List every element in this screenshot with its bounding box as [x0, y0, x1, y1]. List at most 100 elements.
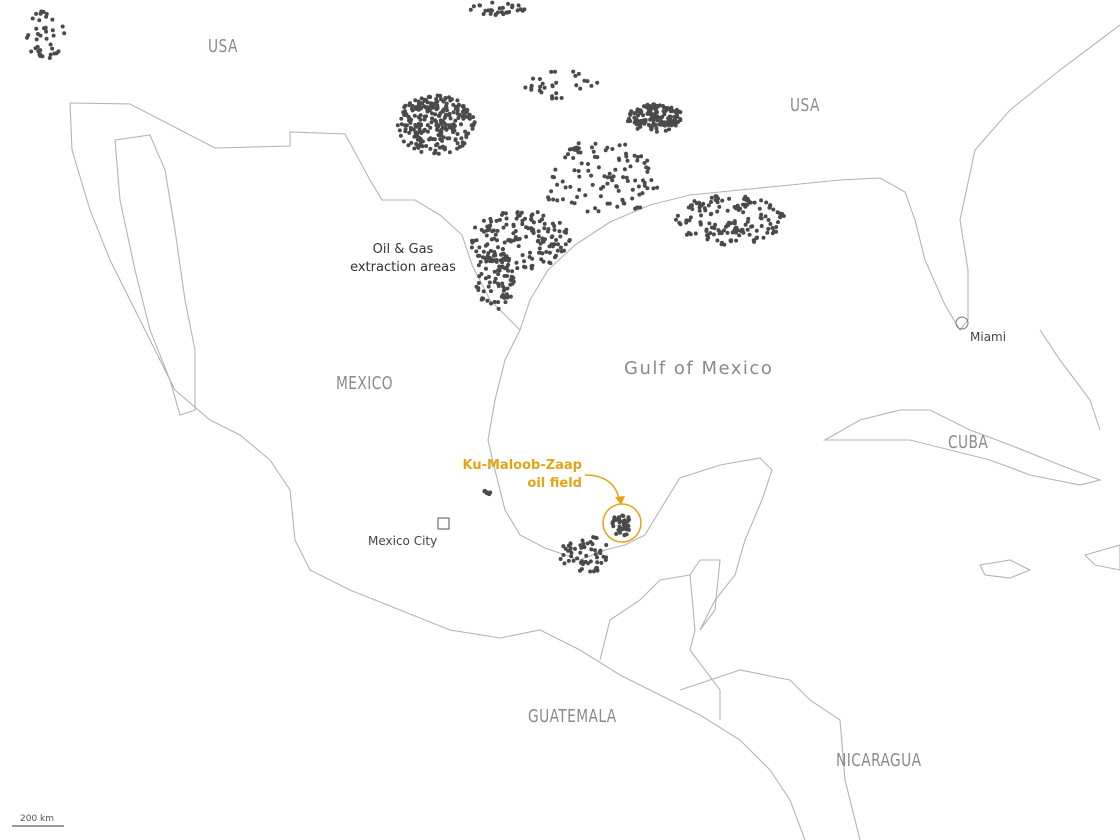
extraction-marker [529, 217, 534, 221]
extraction-marker [651, 102, 656, 107]
extraction-marker [648, 112, 653, 117]
extraction-marker [492, 236, 497, 241]
extraction-marker [483, 276, 488, 281]
extraction-marker [589, 547, 594, 552]
extraction-marker [734, 238, 739, 243]
extraction-marker [678, 222, 683, 227]
extraction-marker [578, 550, 583, 555]
extraction-marker [540, 239, 545, 244]
extraction-marker [586, 162, 590, 166]
extraction-marker [595, 560, 600, 565]
extraction-marker [772, 229, 776, 234]
extraction-marker [635, 107, 640, 112]
extraction-marker [630, 196, 635, 201]
extraction-marker [662, 120, 667, 125]
extraction-marker [550, 94, 555, 99]
extraction-marker [572, 168, 577, 173]
extraction-marker [709, 225, 714, 230]
extraction-marker [522, 259, 527, 264]
extraction-marker [397, 128, 402, 133]
extraction-marker [741, 210, 746, 215]
extraction-marker [447, 111, 452, 116]
extraction-marker [435, 106, 440, 111]
extraction-marker [48, 42, 53, 47]
extraction-marker [580, 538, 585, 543]
extraction-marker [438, 128, 443, 133]
extraction-marker [38, 48, 43, 53]
extraction-marker [541, 213, 546, 218]
extraction-marker [714, 194, 719, 199]
belize-border [689, 559, 721, 631]
extraction-marker [654, 129, 659, 134]
country-label-usa-west: USA [208, 36, 238, 57]
extraction-marker [605, 175, 610, 180]
extraction-marker [596, 165, 601, 170]
extraction-marker [728, 238, 733, 243]
extraction-marker [697, 200, 702, 205]
extraction-marker [554, 253, 558, 258]
extraction-marker [463, 129, 468, 134]
extraction-marker [614, 184, 619, 189]
extraction-marker [407, 103, 412, 108]
extraction-marker [516, 244, 521, 249]
extraction-marker [520, 218, 525, 223]
extraction-marker [501, 211, 505, 215]
extraction-marker [44, 36, 49, 41]
extraction-marker [624, 151, 628, 156]
extraction-marker [437, 145, 442, 150]
extraction-marker [497, 6, 502, 11]
extraction-marker [555, 248, 560, 253]
extraction-marker [500, 251, 505, 256]
extraction-marker [436, 133, 441, 137]
extraction-marker [447, 95, 451, 100]
extraction-marker [481, 289, 486, 294]
extraction-marker [655, 185, 660, 190]
extraction-marker [451, 126, 456, 131]
extraction-marker [487, 280, 492, 285]
extraction-marker [476, 263, 481, 268]
extraction-marker [554, 238, 559, 242]
extraction-marker [598, 551, 603, 556]
extraction-marker [727, 196, 732, 201]
extraction-marker [505, 274, 510, 278]
extraction-marker [558, 245, 563, 250]
extraction-marker [453, 118, 458, 123]
extraction-marker [520, 8, 525, 13]
extraction-marker [43, 26, 48, 31]
extraction-marker [610, 521, 615, 526]
extraction-marker [515, 210, 520, 215]
extraction-marker [510, 269, 515, 274]
extraction-marker [557, 220, 562, 225]
extraction-marker [38, 52, 43, 57]
extraction-marker [469, 123, 474, 128]
extraction-marker [457, 112, 462, 117]
extraction-marker [430, 111, 434, 116]
extraction-marker [622, 533, 627, 538]
extraction-marker [743, 222, 748, 227]
extraction-marker [649, 178, 654, 183]
city-label-mexico-city: Mexico City [368, 534, 438, 548]
arrow-head-icon [615, 496, 625, 505]
extraction-marker [442, 121, 447, 125]
extraction-marker [496, 281, 500, 286]
extraction-marker [549, 189, 554, 194]
extraction-marker [558, 234, 563, 239]
extraction-marker [737, 233, 742, 238]
extraction-marker [575, 556, 580, 561]
country-label-cuba: CUBA [948, 432, 989, 453]
extraction-marker [576, 146, 581, 151]
extraction-marker [497, 268, 502, 273]
extraction-marker [496, 272, 501, 277]
extraction-marker [433, 112, 438, 117]
extraction-marker [417, 143, 422, 148]
extraction-marker [497, 217, 502, 222]
extraction-marker [531, 76, 535, 81]
extraction-marker [563, 155, 568, 160]
extraction-marker [481, 218, 486, 223]
extraction-marker [645, 169, 650, 174]
extraction-marker [715, 200, 720, 205]
extraction-marker [738, 206, 743, 211]
extraction-marker [407, 130, 412, 135]
extraction-marker [524, 234, 529, 239]
extraction-marker [418, 137, 423, 141]
